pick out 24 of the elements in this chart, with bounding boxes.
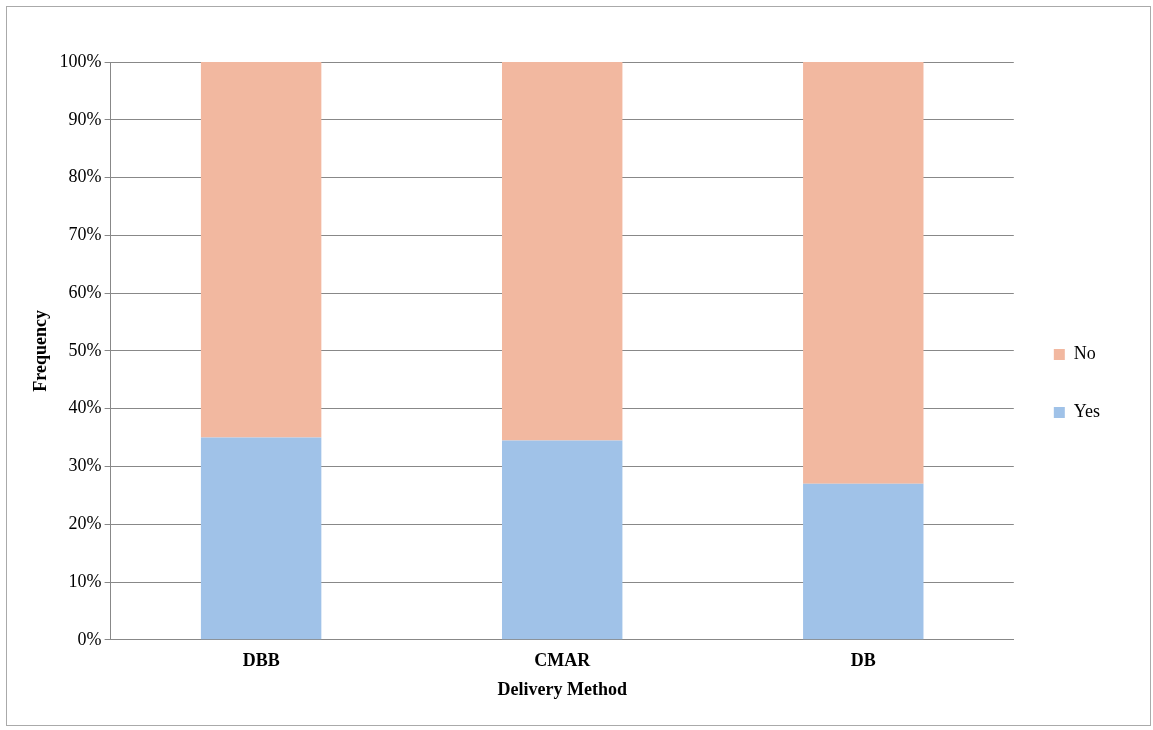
y-tick-label: 70% <box>68 224 102 245</box>
y-tick-label: 10% <box>68 570 102 591</box>
bar <box>501 62 623 441</box>
y-tick-label: 90% <box>68 108 102 129</box>
y-tick-label: 20% <box>68 512 102 533</box>
x-tick-label: CMAR <box>534 650 592 671</box>
x-axis-title: Delivery Method <box>497 678 627 699</box>
y-tick-label: 50% <box>68 339 102 360</box>
bar <box>501 440 623 640</box>
bar <box>803 62 924 484</box>
y-tick-label: 100% <box>59 50 102 71</box>
y-axis-title: Frequency <box>30 310 51 392</box>
y-tick-label: 60% <box>68 281 102 302</box>
bar <box>200 62 322 438</box>
bar <box>200 437 322 640</box>
legend-label: Yes <box>1073 401 1101 422</box>
y-tick-label: 40% <box>68 397 102 418</box>
x-tick-label: DBB <box>242 650 280 671</box>
x-tick-label: DB <box>850 650 876 671</box>
y-tick-label: 0% <box>77 628 102 649</box>
legend-label: No <box>1073 343 1096 364</box>
y-tick-label: 80% <box>68 166 102 187</box>
y-tick-label: 30% <box>68 455 102 476</box>
bar <box>803 483 924 640</box>
